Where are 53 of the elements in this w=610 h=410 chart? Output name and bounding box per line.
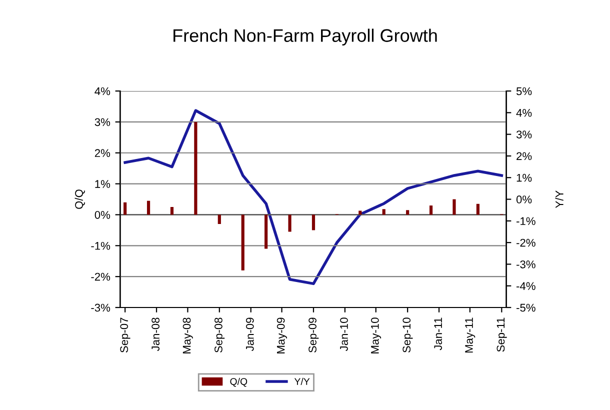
y2-tick-label: 4% xyxy=(516,108,532,117)
y2-tick-label: 5% xyxy=(516,87,532,96)
y2-tick-label: -1% xyxy=(516,217,536,225)
x-tick-label: Jan-11 xyxy=(434,318,442,350)
y2-tick-label: 2% xyxy=(516,152,532,160)
bar xyxy=(124,202,127,215)
y-tick-label: -2% xyxy=(91,272,110,281)
legend-label: Y/Y xyxy=(294,378,310,385)
legend-label: Q/Q xyxy=(230,378,248,387)
bar xyxy=(264,214,268,249)
y-tick-label: 0% xyxy=(94,210,110,219)
x-tick-label: May-11 xyxy=(465,318,476,353)
bar xyxy=(241,214,244,270)
y-tick-label: 3% xyxy=(94,118,110,126)
y2-tick-label: -3% xyxy=(516,260,536,268)
bar xyxy=(452,199,456,215)
y-tick-label: 2% xyxy=(94,149,110,157)
x-tick-label: Sep-10 xyxy=(402,318,413,353)
y-tick-label: 1% xyxy=(95,180,110,188)
bar xyxy=(218,214,221,224)
chart-title: French Non-Farm Payroll Growth xyxy=(174,28,437,46)
y2-tick-label: -2% xyxy=(516,238,536,247)
x-tick-label: Sep-07 xyxy=(120,318,130,353)
x-tick-label: May-10 xyxy=(370,318,382,354)
x-tick-label: May-09 xyxy=(276,318,287,354)
y-axis-title: Q/Q xyxy=(74,190,85,209)
x-tick-label: Jan-10 xyxy=(340,318,348,352)
y2-tick-label: 3% xyxy=(516,130,532,138)
x-tick-label: Sep-11 xyxy=(496,318,507,352)
line-series xyxy=(124,109,504,286)
bar xyxy=(312,214,316,230)
x-tick-label: Jan-08 xyxy=(152,318,160,352)
x-tick-label: May-08 xyxy=(182,318,193,354)
x-tick-label: Jan-09 xyxy=(246,318,254,352)
y-tick-label: -3% xyxy=(91,304,110,312)
bar xyxy=(170,206,174,215)
y2-tick-label: -5% xyxy=(516,304,536,312)
bar xyxy=(382,209,386,215)
y-tick-label: 4% xyxy=(94,87,110,96)
y-tick-label: -1% xyxy=(91,242,110,250)
y2-tick-label: -4% xyxy=(516,282,536,290)
x-tick-label: Sep-08 xyxy=(214,318,225,353)
y2-axis-title: Y/Y xyxy=(555,190,564,208)
bar xyxy=(406,210,410,215)
bar xyxy=(429,205,433,215)
bar xyxy=(476,204,480,215)
y2-tick-label: 0% xyxy=(516,196,532,204)
bar xyxy=(146,200,150,215)
bar xyxy=(194,122,198,215)
bar xyxy=(288,214,292,232)
y2-tick-label: 1% xyxy=(516,174,532,182)
bar xyxy=(358,210,362,215)
x-tick-label: Sep-09 xyxy=(308,318,319,353)
